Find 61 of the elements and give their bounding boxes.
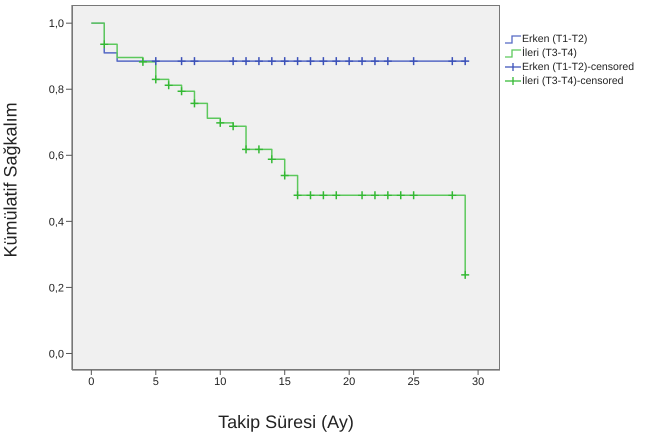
y-axis-title: Kümülatif Sağkalım [0, 102, 20, 258]
x-tick-label: 20 [343, 376, 356, 388]
y-tick-label: 0,6 [48, 150, 64, 162]
point [176, 56, 186, 66]
point [280, 170, 290, 180]
point [241, 144, 251, 154]
point [370, 190, 380, 200]
legend-label: İleri (T3-T4) [522, 46, 577, 60]
point [357, 56, 367, 66]
point [267, 154, 277, 164]
point [332, 56, 342, 66]
y-tick-label: 0,8 [48, 84, 64, 96]
point [254, 56, 264, 66]
y-tick-label: 1,0 [48, 18, 64, 30]
x-tick-label: 25 [408, 376, 420, 388]
point [267, 56, 277, 66]
point [216, 118, 226, 128]
point [151, 56, 161, 66]
x-tick-label: 10 [214, 376, 226, 388]
point [396, 190, 406, 200]
point [408, 56, 418, 66]
legend-label: İleri (T3-T4)-censored [522, 74, 624, 88]
point [228, 121, 238, 131]
point [292, 56, 302, 66]
x-tick-label: 0 [88, 376, 94, 388]
legend-label: Erken (T1-T2)-censored [522, 60, 634, 74]
x-tick-label: 30 [472, 376, 484, 388]
point [344, 56, 354, 66]
point [306, 56, 316, 66]
y-tick-label: 0,0 [48, 348, 64, 360]
point [357, 190, 367, 200]
x-tick-label: 5 [152, 376, 159, 388]
x-axis-title: Takip Süresi (Ay) [218, 412, 354, 432]
point [280, 56, 290, 66]
point [460, 270, 470, 280]
y-tick-label: 0,4 [48, 216, 64, 228]
point [164, 80, 174, 90]
point [383, 190, 393, 200]
point [383, 56, 393, 66]
point [228, 56, 238, 66]
point [332, 190, 342, 200]
point [190, 56, 200, 66]
point [138, 57, 148, 67]
point [408, 190, 418, 200]
point [241, 56, 251, 66]
point [448, 190, 458, 200]
point [318, 190, 328, 200]
point [190, 98, 200, 108]
point [370, 56, 380, 66]
point [99, 40, 109, 50]
point [151, 74, 161, 84]
legend-label: Erken (T1-T2) [522, 32, 588, 46]
point [254, 144, 264, 154]
point [306, 190, 316, 200]
point [176, 86, 186, 96]
point [448, 56, 458, 66]
point [292, 190, 302, 200]
point [318, 56, 328, 66]
y-tick-label: 0,2 [48, 282, 64, 294]
x-tick-label: 15 [278, 376, 291, 388]
point [460, 56, 470, 66]
